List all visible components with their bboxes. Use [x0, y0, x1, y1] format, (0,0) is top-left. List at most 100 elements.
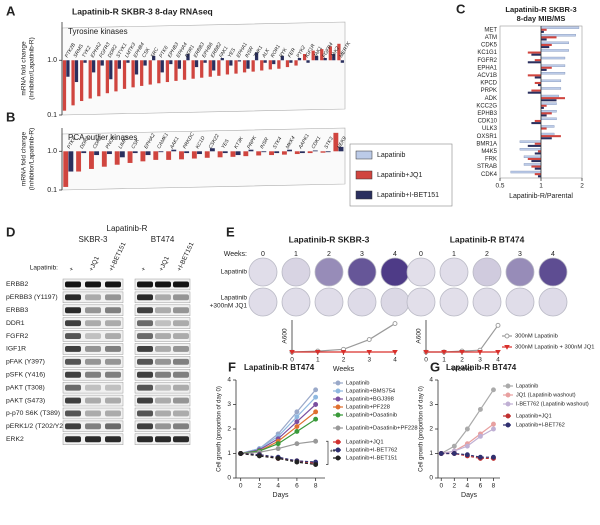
panel-label: D	[6, 224, 15, 239]
blot-band	[65, 281, 81, 288]
x-tick-label: 0	[424, 357, 428, 364]
bar	[105, 60, 109, 94]
plate-well	[248, 257, 278, 287]
bar	[268, 60, 272, 70]
chart-title: Lapatinib-R SKBR-3 8-day RNAseq	[72, 6, 213, 16]
protein-label: IGF1R	[6, 346, 26, 353]
blot-band	[65, 397, 81, 404]
y-axis-label: (Inhibitor/Lapatinib-R)	[29, 37, 36, 100]
marker	[477, 433, 483, 439]
bar	[534, 81, 541, 84]
panel-label: E	[226, 224, 235, 239]
bar	[171, 149, 177, 152]
blot-band	[65, 410, 81, 417]
bar	[197, 151, 202, 155]
bar	[217, 60, 221, 76]
week-label: 2	[327, 251, 331, 258]
y-axis-label: A600	[416, 328, 423, 344]
blot-band	[105, 384, 121, 391]
category-label: PTK6	[158, 45, 170, 59]
x-tick-label: 3	[367, 357, 371, 364]
bar	[537, 150, 541, 153]
bar	[523, 155, 542, 159]
bar	[320, 49, 324, 61]
bar	[179, 151, 184, 160]
marker	[438, 451, 444, 456]
marker	[477, 350, 483, 355]
bar	[540, 94, 559, 98]
bar	[277, 60, 281, 69]
bar	[540, 79, 562, 83]
blot-band	[173, 410, 189, 417]
marker	[289, 350, 295, 355]
bar	[540, 110, 557, 113]
bar	[145, 151, 151, 156]
bar	[534, 142, 541, 145]
bar	[540, 117, 557, 121]
y-axis-label: Cell growth (proportion of day 0)	[217, 386, 223, 472]
marker	[464, 426, 470, 432]
bar	[340, 60, 344, 63]
protein-label: pSFK (Y416)	[6, 372, 45, 379]
plate-well	[380, 257, 410, 287]
bar	[531, 165, 541, 168]
row-label: Lapatinib	[221, 269, 248, 276]
marker	[256, 453, 262, 459]
blot-band	[137, 371, 153, 378]
y-tick-label: 1.0	[47, 57, 57, 64]
x-tick-label: 4	[276, 483, 280, 490]
bar	[200, 60, 204, 78]
blot-band	[85, 397, 101, 404]
week-label: 4	[551, 251, 555, 258]
marker	[294, 419, 300, 425]
marker	[294, 459, 300, 465]
x-tick-label: 2	[258, 483, 262, 490]
bar	[325, 151, 331, 153]
series-line	[441, 428, 494, 455]
blot-band	[65, 436, 81, 443]
week-label: 4	[393, 251, 397, 258]
bar	[191, 151, 197, 159]
x-axis-label: Lapatinib-R/Parental	[509, 193, 573, 200]
week-label: 2	[485, 251, 489, 258]
week-label: 1	[294, 251, 298, 258]
bar	[217, 151, 223, 158]
bar	[237, 60, 242, 62]
blot-band	[137, 410, 153, 417]
lane-label: +	[68, 266, 76, 273]
marker	[294, 414, 300, 420]
plate-well	[538, 257, 568, 287]
bar	[94, 151, 100, 156]
marker	[491, 421, 496, 427]
bar	[527, 91, 541, 94]
marker	[477, 406, 483, 412]
bar	[261, 151, 267, 153]
blot-band	[155, 436, 171, 443]
y-tick-label: 1	[227, 450, 231, 457]
protein-label: pAKT (T308)	[6, 384, 45, 391]
bar	[338, 146, 344, 152]
bar	[230, 151, 236, 157]
blot-band	[137, 346, 153, 352]
blot-band	[65, 320, 81, 327]
marker	[340, 350, 347, 355]
y-tick-label: 0.1	[47, 187, 57, 194]
legend-swatch	[355, 190, 373, 200]
marker	[294, 424, 300, 429]
bar	[263, 60, 267, 63]
bar	[541, 106, 544, 109]
bar	[523, 163, 542, 166]
legend-marker	[335, 425, 341, 431]
bar	[92, 60, 96, 73]
marker	[366, 337, 372, 343]
chart-title: Lapatinib-R BT474	[244, 363, 315, 372]
legend-label: Lapatinib+JQ1	[516, 413, 552, 419]
category-label: ADK	[485, 96, 497, 102]
marker	[313, 387, 319, 393]
plate-well	[538, 287, 568, 317]
bar	[114, 151, 120, 165]
bar	[100, 60, 104, 66]
plate-well	[472, 287, 502, 317]
blot-band	[155, 307, 171, 314]
bar	[519, 140, 542, 143]
